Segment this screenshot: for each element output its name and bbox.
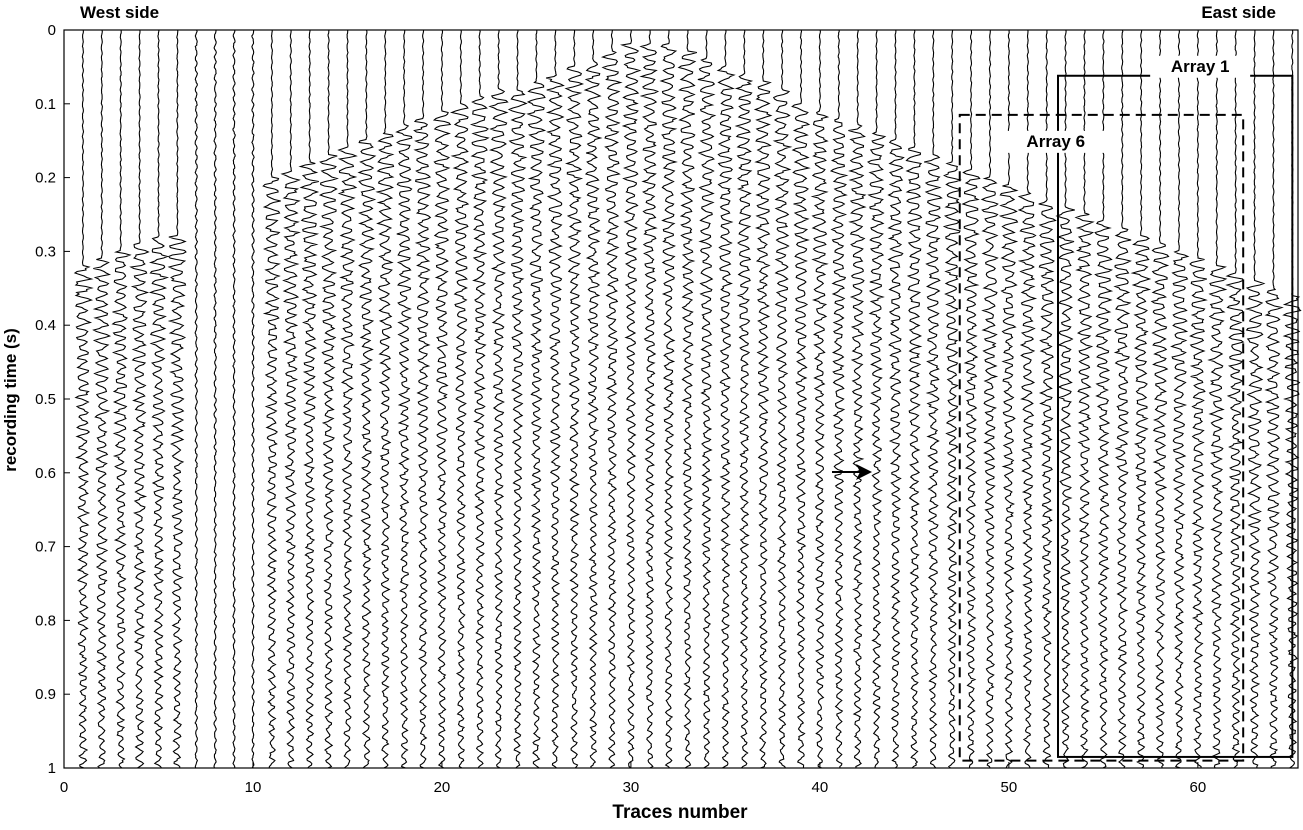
trace: [545, 29, 565, 769]
trace: [251, 29, 255, 769]
trace: [148, 29, 170, 769]
trace: [980, 30, 999, 769]
trace: [998, 30, 1019, 769]
trace: [337, 30, 358, 769]
trace: [298, 29, 320, 769]
trace: [1170, 29, 1190, 769]
array-label-bg: [1005, 130, 1106, 153]
trace: [887, 29, 905, 769]
y-tick-label: 0.9: [35, 686, 56, 703]
trace: [318, 29, 339, 769]
trace: [716, 29, 736, 769]
trace: [659, 29, 678, 769]
y-tick-label: 0.3: [35, 243, 56, 260]
trace: [961, 29, 981, 769]
trace: [697, 29, 717, 769]
trace: [1130, 30, 1152, 769]
trace: [1074, 29, 1095, 769]
trace: [620, 29, 642, 769]
trace: [1094, 29, 1114, 769]
trace: [280, 29, 301, 769]
trace: [194, 29, 199, 769]
trace: [92, 29, 112, 769]
trace: [772, 29, 793, 769]
x-tick-label: 0: [60, 779, 68, 796]
y-tick-label: 0.5: [35, 391, 56, 408]
y-tick-label: 0.7: [35, 539, 56, 556]
trace: [232, 30, 236, 769]
trace: [1017, 29, 1038, 769]
trace: [413, 30, 432, 769]
x-tick-label: 10: [245, 779, 262, 796]
left-note: West side: [80, 3, 159, 22]
trace: [488, 29, 509, 769]
trace: [564, 29, 585, 769]
y-tick-label: 0: [48, 22, 56, 39]
trace: [526, 30, 547, 769]
x-tick-label: 50: [1001, 779, 1018, 796]
trace: [791, 29, 811, 769]
trace: [734, 29, 754, 769]
x-tick-label: 20: [434, 779, 451, 796]
trace: [810, 29, 830, 769]
trace: [867, 29, 887, 768]
trace: [395, 30, 413, 769]
trace: [262, 30, 281, 769]
array-label: Array 1: [1171, 57, 1230, 76]
trace: [942, 29, 962, 769]
trace: [507, 29, 528, 769]
array-label-bg: [1150, 55, 1251, 78]
trace: [213, 29, 218, 769]
trace: [432, 29, 452, 769]
y-tick-label: 1: [48, 760, 56, 777]
y-tick-label: 0.2: [35, 170, 56, 187]
trace: [469, 29, 490, 769]
y-tick-label: 0.4: [35, 317, 56, 334]
trace: [449, 29, 470, 769]
x-tick-label: 60: [1190, 779, 1207, 796]
trace: [1150, 29, 1170, 769]
trace: [129, 29, 150, 769]
x-tick-label: 40: [812, 779, 829, 796]
y-axis-title: recording time (s): [1, 328, 20, 472]
trace: [1244, 30, 1266, 769]
trace: [1055, 29, 1075, 769]
trace: [583, 30, 603, 769]
trace: [357, 29, 377, 769]
trace: [1225, 30, 1245, 769]
trace: [1207, 29, 1228, 769]
y-tick-label: 0.8: [35, 612, 56, 629]
trace: [905, 29, 923, 769]
right-note: East side: [1201, 3, 1276, 22]
array-label: Array 6: [1026, 132, 1085, 151]
trace: [167, 29, 187, 769]
trace: [1264, 29, 1284, 769]
trace: [677, 29, 698, 769]
trace: [1189, 29, 1208, 769]
trace: [848, 29, 867, 769]
trace: [73, 29, 94, 769]
x-tick-label: 30: [623, 779, 640, 796]
trace: [1038, 29, 1057, 769]
trace: [600, 29, 623, 769]
y-tick-label: 0.1: [35, 96, 56, 113]
trace: [753, 30, 773, 769]
trace: [829, 29, 849, 769]
x-axis-title: Traces number: [612, 802, 748, 823]
y-tick-label: 0.6: [35, 465, 56, 482]
trace: [924, 29, 943, 769]
trace: [1113, 29, 1132, 769]
trace: [639, 30, 660, 769]
trace: [111, 29, 132, 769]
trace: [375, 29, 395, 769]
